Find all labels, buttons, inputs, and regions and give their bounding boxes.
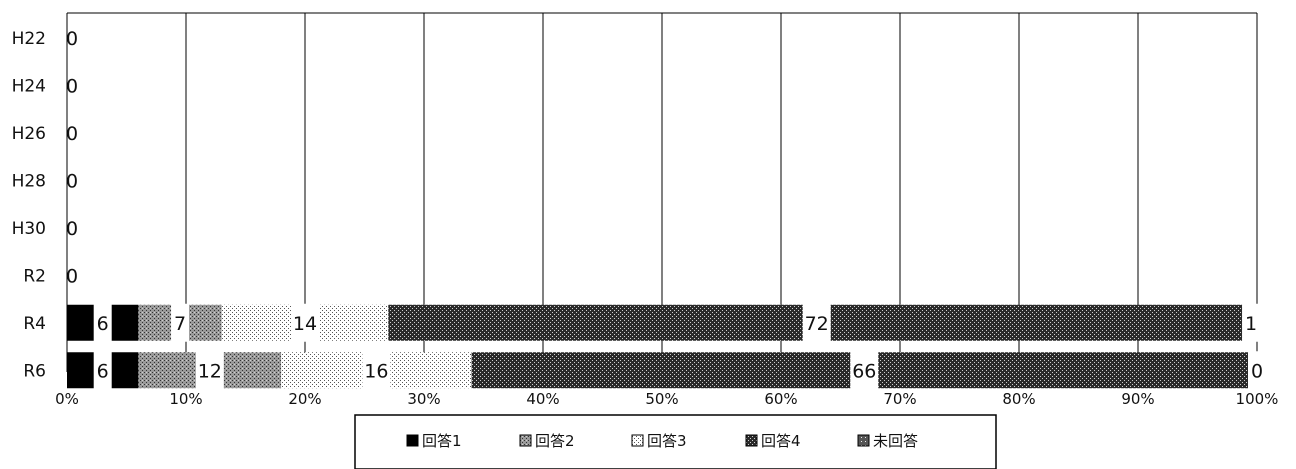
data-label-bg [1242,303,1261,342]
data-label: 1 [1245,313,1257,335]
x-tick-label: 70% [883,390,916,408]
legend-swatch [631,434,644,447]
data-label: 6 [97,360,109,382]
x-tick-label: 50% [645,390,678,408]
x-tick-label: 40% [526,390,559,408]
x-tick-label: 90% [1121,390,1154,408]
x-tick-label: 20% [288,390,321,408]
data-label: 0 [66,170,78,192]
data-label-bg [1248,351,1266,390]
data-label: 0 [66,75,78,97]
legend-label: 未回答 [873,432,918,450]
category-label: H30 [12,219,46,239]
data-label: 72 [805,313,829,335]
x-tick-label: 10% [169,390,202,408]
data-label: 6 [97,313,109,335]
data-label-bg [195,351,224,390]
legend-label: 回答3 [647,432,687,450]
category-label: H22 [12,29,46,49]
legend-swatch [406,434,419,447]
data-label-bg [171,303,190,342]
x-tick-label: 0% [55,390,79,408]
data-label-bg [291,303,319,342]
data-label: 12 [198,360,222,382]
legend-label: 回答1 [422,432,462,450]
labels: 0% 10% 20% 30% 40% 50% 60% 70% 80% 90% 100% H22 0 H24… [12,28,1279,408]
data-label: 0 [66,265,78,287]
data-label: 0 [1251,360,1263,382]
category-label: R4 [23,314,46,334]
category-label: R6 [23,361,46,381]
data-label: 0 [66,123,78,145]
x-tick-label: 30% [407,390,440,408]
x-tick-label: 80% [1002,390,1035,408]
legend-label: 回答4 [761,432,801,450]
data-label: 0 [66,218,78,240]
category-label: H24 [12,76,46,96]
data-label-bg [362,351,391,390]
legend-swatch [857,434,870,447]
legend: 回答1 回答2 回答3 回答4 未回答 [354,414,997,469]
data-label-bg [850,351,879,390]
x-tick-label: 60% [764,390,797,408]
data-label: 14 [293,313,317,335]
category-label: H28 [12,171,46,191]
data-label-bg [802,303,831,342]
legend-swatch [519,434,532,447]
data-label-bg [93,303,112,342]
x-tick-label: 100% [1236,390,1279,408]
data-label: 7 [174,313,186,335]
data-label: 66 [852,360,876,382]
data-label-bg [93,351,112,390]
legend-swatch [745,434,758,447]
category-label: H26 [12,124,46,144]
data-label: 16 [364,360,388,382]
legend-box [354,414,997,469]
legend-label: 回答2 [535,432,575,450]
category-label: R2 [23,266,46,286]
data-label: 0 [66,28,78,50]
